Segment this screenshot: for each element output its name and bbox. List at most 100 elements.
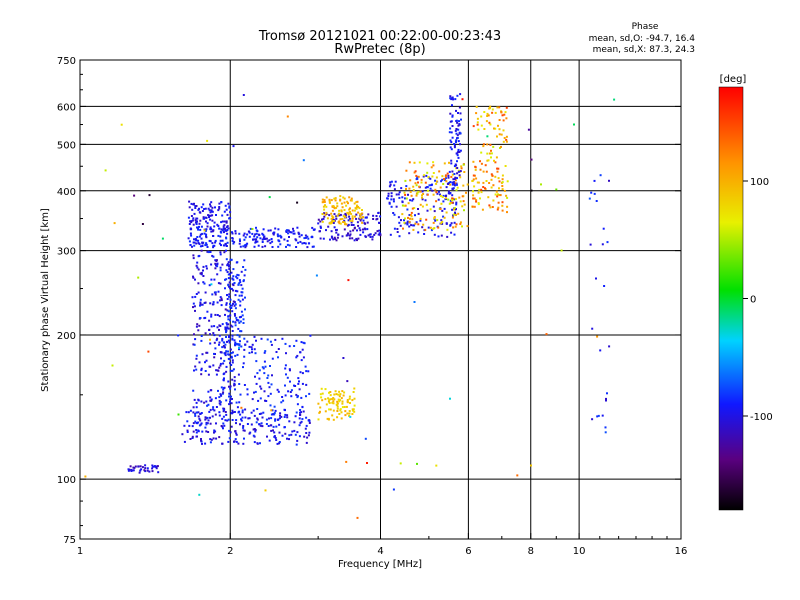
data-point bbox=[284, 342, 287, 345]
data-point bbox=[195, 411, 198, 414]
data-point bbox=[409, 190, 412, 193]
data-point bbox=[401, 204, 404, 207]
data-point bbox=[414, 214, 416, 217]
data-point bbox=[232, 268, 235, 271]
data-point bbox=[230, 412, 233, 415]
data-point bbox=[333, 207, 336, 210]
data-point bbox=[177, 413, 180, 416]
data-point bbox=[347, 219, 350, 222]
data-point bbox=[232, 368, 235, 371]
data-point bbox=[323, 199, 326, 202]
data-point bbox=[323, 208, 326, 211]
data-point bbox=[437, 198, 440, 201]
data-point bbox=[474, 168, 477, 171]
data-point bbox=[430, 229, 433, 232]
data-point bbox=[219, 299, 221, 302]
data-point bbox=[196, 266, 199, 269]
data-point bbox=[204, 370, 207, 372]
data-point bbox=[450, 148, 453, 151]
data-point bbox=[206, 246, 209, 248]
data-point bbox=[290, 395, 293, 398]
data-point bbox=[336, 410, 339, 412]
data-point bbox=[271, 357, 274, 360]
data-point bbox=[226, 271, 229, 273]
data-point bbox=[225, 249, 227, 252]
data-point bbox=[482, 186, 485, 188]
data-point bbox=[140, 468, 143, 471]
data-point bbox=[205, 242, 208, 245]
data-point bbox=[297, 241, 300, 244]
data-point bbox=[293, 429, 296, 432]
colorbar-tick-label: 0 bbox=[750, 295, 756, 306]
data-point bbox=[276, 234, 279, 237]
data-point bbox=[451, 197, 454, 200]
data-point bbox=[348, 215, 351, 218]
data-point bbox=[490, 149, 492, 152]
data-point bbox=[456, 167, 459, 169]
data-point bbox=[209, 438, 212, 441]
data-point bbox=[348, 237, 351, 240]
data-point bbox=[197, 208, 200, 211]
data-point bbox=[201, 442, 203, 445]
data-point bbox=[223, 352, 226, 355]
data-point bbox=[356, 221, 359, 224]
data-point bbox=[216, 301, 219, 304]
data-point bbox=[349, 415, 352, 418]
data-point bbox=[435, 464, 438, 467]
data-point bbox=[211, 254, 214, 257]
data-point bbox=[218, 396, 221, 399]
data-point bbox=[426, 209, 429, 212]
data-point bbox=[555, 188, 558, 191]
data-point bbox=[339, 409, 342, 412]
data-point bbox=[407, 216, 409, 219]
x-tick-label: 1 bbox=[77, 546, 83, 557]
data-point bbox=[229, 400, 231, 403]
data-point bbox=[478, 188, 481, 191]
data-point bbox=[260, 412, 263, 415]
data-point bbox=[198, 424, 201, 427]
data-point bbox=[195, 242, 198, 245]
data-point bbox=[193, 305, 196, 308]
data-point bbox=[228, 281, 231, 284]
data-point bbox=[238, 316, 241, 319]
data-point bbox=[530, 158, 533, 161]
data-point bbox=[325, 403, 328, 406]
data-point bbox=[305, 424, 308, 427]
data-point bbox=[239, 393, 242, 396]
data-point bbox=[491, 206, 494, 208]
data-point bbox=[218, 207, 221, 210]
data-point bbox=[349, 402, 351, 404]
data-point bbox=[226, 264, 229, 267]
data-point bbox=[330, 212, 333, 215]
data-point bbox=[222, 227, 225, 230]
data-point bbox=[240, 330, 243, 333]
data-point bbox=[263, 360, 266, 363]
data-point bbox=[457, 169, 460, 172]
data-point bbox=[305, 370, 308, 373]
data-point bbox=[220, 357, 222, 360]
data-point bbox=[127, 469, 130, 472]
data-point bbox=[200, 412, 203, 414]
data-point bbox=[206, 416, 209, 419]
data-point bbox=[449, 120, 452, 123]
data-point bbox=[475, 177, 478, 180]
data-point bbox=[218, 341, 221, 344]
data-point bbox=[396, 231, 399, 233]
data-point bbox=[456, 137, 459, 139]
data-point bbox=[602, 227, 605, 230]
data-point bbox=[445, 176, 447, 179]
data-point bbox=[306, 246, 309, 249]
data-point bbox=[197, 242, 200, 244]
data-point bbox=[445, 211, 448, 214]
data-point bbox=[492, 199, 495, 202]
data-point bbox=[251, 343, 254, 346]
data-point bbox=[352, 224, 355, 226]
data-point bbox=[233, 313, 236, 315]
data-point bbox=[272, 425, 275, 428]
data-point bbox=[491, 111, 494, 114]
data-point bbox=[212, 408, 215, 411]
data-point bbox=[436, 192, 439, 195]
data-point bbox=[190, 202, 193, 205]
data-point bbox=[210, 283, 213, 286]
data-point bbox=[233, 241, 236, 244]
